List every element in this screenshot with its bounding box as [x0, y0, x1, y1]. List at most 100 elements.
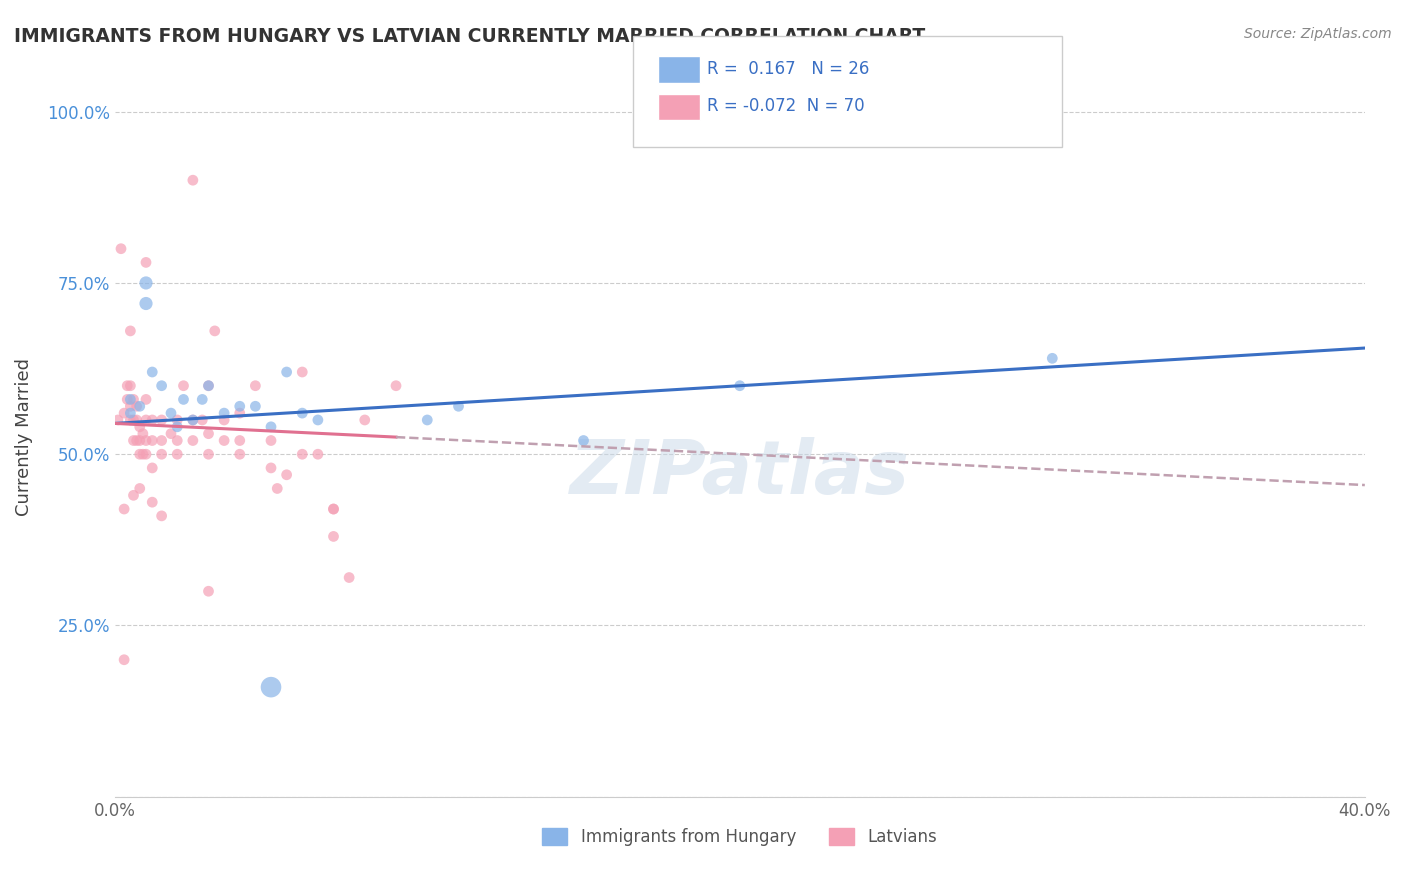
- Point: [150, 378, 173, 392]
- Point: [150, 434, 173, 448]
- Point: [135, 392, 157, 407]
- Point: [229, 447, 252, 461]
- Point: [212, 413, 235, 427]
- Point: [353, 413, 375, 427]
- Point: [291, 447, 314, 461]
- Point: [107, 413, 129, 427]
- Point: [120, 378, 142, 392]
- Point: [166, 434, 188, 448]
- Point: [204, 324, 226, 338]
- Point: [197, 378, 219, 392]
- Point: [160, 426, 183, 441]
- Point: [307, 413, 329, 427]
- Point: [141, 365, 163, 379]
- Point: [125, 413, 148, 427]
- Point: [229, 399, 252, 413]
- Point: [135, 447, 157, 461]
- Point: [197, 584, 219, 599]
- Point: [135, 296, 157, 310]
- Point: [112, 653, 135, 667]
- Point: [120, 324, 142, 338]
- Point: [132, 447, 155, 461]
- Point: [260, 680, 283, 694]
- Point: [212, 434, 235, 448]
- Point: [291, 365, 314, 379]
- Text: R =  0.167   N = 26: R = 0.167 N = 26: [707, 60, 869, 78]
- Point: [150, 508, 173, 523]
- Point: [728, 378, 751, 392]
- Legend: Immigrants from Hungary, Latvians: Immigrants from Hungary, Latvians: [536, 822, 943, 853]
- Point: [307, 447, 329, 461]
- Point: [166, 413, 188, 427]
- Point: [141, 461, 163, 475]
- Text: IMMIGRANTS FROM HUNGARY VS LATVIAN CURRENTLY MARRIED CORRELATION CHART: IMMIGRANTS FROM HUNGARY VS LATVIAN CURRE…: [14, 27, 925, 45]
- Point: [135, 413, 157, 427]
- Point: [122, 392, 145, 407]
- Y-axis label: Currently Married: Currently Married: [15, 358, 32, 516]
- Point: [447, 399, 470, 413]
- Point: [266, 482, 288, 496]
- Point: [173, 378, 195, 392]
- Point: [416, 413, 439, 427]
- Point: [322, 502, 344, 516]
- Point: [322, 502, 344, 516]
- Text: R = -0.072  N = 70: R = -0.072 N = 70: [707, 97, 865, 115]
- Point: [322, 529, 344, 543]
- Point: [181, 173, 204, 187]
- Point: [260, 434, 283, 448]
- Point: [1040, 351, 1063, 366]
- Point: [181, 413, 204, 427]
- Point: [128, 482, 150, 496]
- Point: [197, 447, 219, 461]
- Point: [120, 413, 142, 427]
- Point: [229, 434, 252, 448]
- Point: [166, 447, 188, 461]
- Point: [276, 467, 298, 482]
- Point: [110, 242, 132, 256]
- Point: [141, 434, 163, 448]
- Point: [117, 378, 139, 392]
- Point: [120, 399, 142, 413]
- Point: [572, 434, 595, 448]
- Point: [120, 392, 142, 407]
- Point: [191, 392, 214, 407]
- Point: [125, 399, 148, 413]
- Point: [181, 434, 204, 448]
- Point: [128, 420, 150, 434]
- Point: [122, 434, 145, 448]
- Point: [150, 413, 173, 427]
- Point: [132, 426, 155, 441]
- Point: [141, 413, 163, 427]
- Point: [260, 420, 283, 434]
- Point: [166, 420, 188, 434]
- Point: [245, 378, 267, 392]
- Point: [117, 392, 139, 407]
- Point: [385, 378, 408, 392]
- Point: [197, 378, 219, 392]
- Point: [135, 434, 157, 448]
- Point: [337, 570, 360, 584]
- Point: [128, 399, 150, 413]
- Text: ZIPatlas: ZIPatlas: [569, 436, 910, 509]
- Point: [181, 413, 204, 427]
- Point: [125, 434, 148, 448]
- Point: [128, 447, 150, 461]
- Point: [260, 461, 283, 475]
- Point: [128, 434, 150, 448]
- Point: [135, 255, 157, 269]
- Point: [122, 488, 145, 502]
- Point: [122, 413, 145, 427]
- Point: [112, 406, 135, 420]
- Point: [120, 406, 142, 420]
- Point: [212, 406, 235, 420]
- Point: [197, 426, 219, 441]
- Point: [191, 413, 214, 427]
- Point: [112, 502, 135, 516]
- Point: [160, 406, 183, 420]
- Point: [229, 406, 252, 420]
- Point: [135, 276, 157, 290]
- Point: [291, 406, 314, 420]
- Point: [141, 495, 163, 509]
- Point: [276, 365, 298, 379]
- Text: Source: ZipAtlas.com: Source: ZipAtlas.com: [1244, 27, 1392, 41]
